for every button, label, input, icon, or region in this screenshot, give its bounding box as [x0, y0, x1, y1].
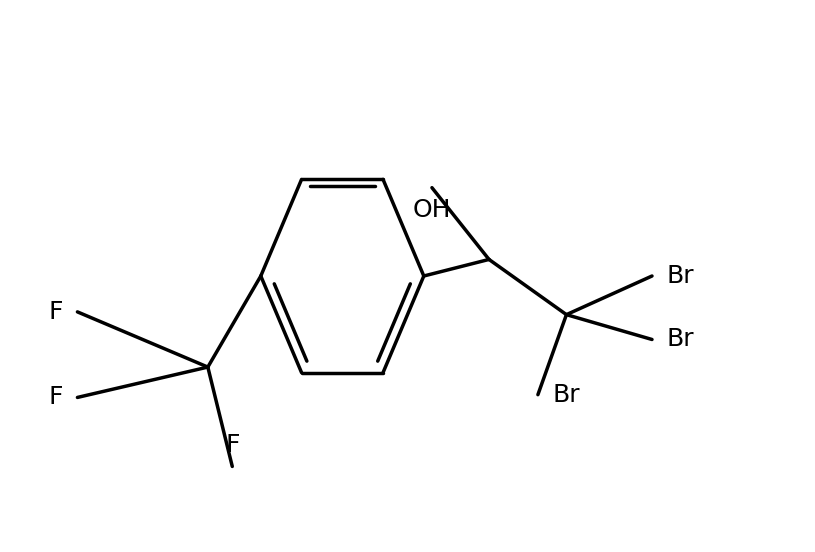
- Text: OH: OH: [412, 198, 452, 221]
- Text: Br: Br: [667, 264, 694, 288]
- Text: F: F: [48, 385, 63, 410]
- Text: F: F: [48, 300, 63, 324]
- Text: Br: Br: [553, 383, 580, 407]
- Text: F: F: [225, 433, 240, 457]
- Text: Br: Br: [667, 327, 694, 352]
